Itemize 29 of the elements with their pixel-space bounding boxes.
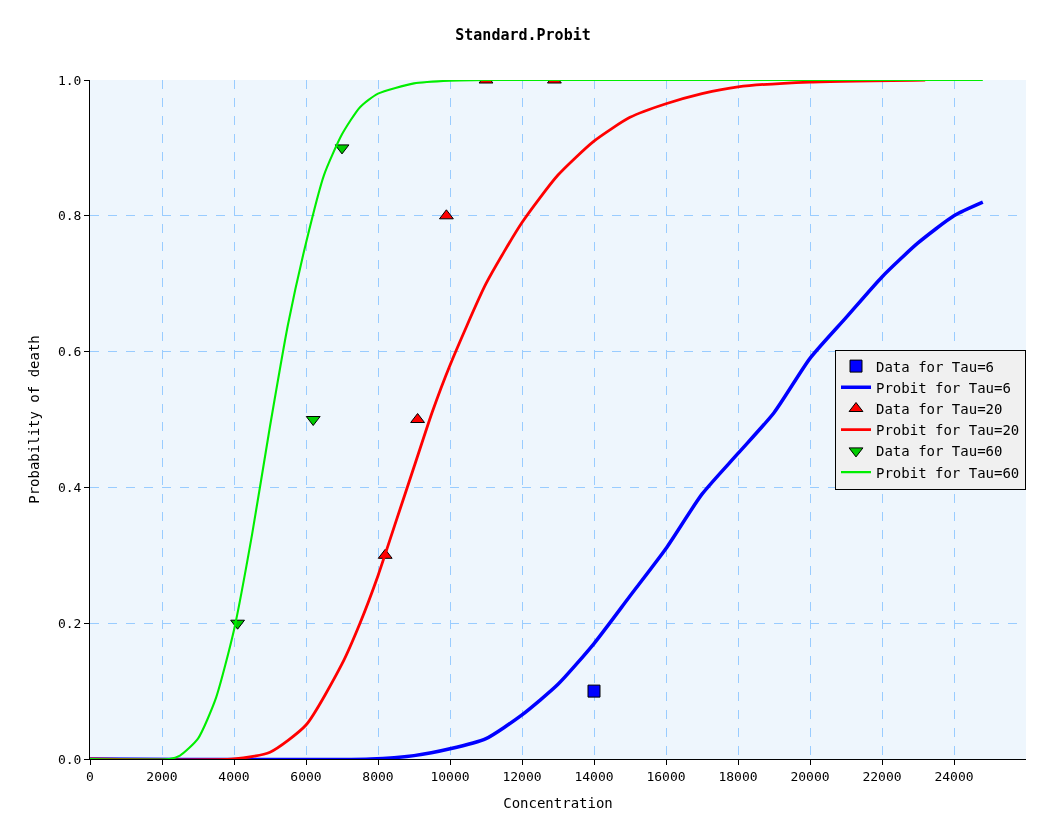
y-axis-title: Probability of death [25,335,42,504]
y-tick-label: 1.0 [57,72,82,88]
x-tick-label: 4000 [218,768,250,784]
x-tick-label: 16000 [646,768,686,784]
x-tick-label: 12000 [502,768,542,784]
y-tick-label: 0.6 [57,344,82,360]
legend-label: Probit for Tau=6 [876,379,1011,396]
legend-label: Data for Tau=6 [876,358,995,375]
point [587,684,601,698]
x-tick-label: 20000 [790,768,830,784]
x-tick-label: 18000 [718,768,758,784]
y-tick-label: 0.8 [57,208,82,224]
x-tick-label: 0 [86,768,94,784]
x-tick-label: 24000 [934,768,974,784]
x-tick-label: 22000 [862,768,902,784]
x-tick-label: 2000 [146,768,178,784]
y-tick-label: 0.0 [57,751,82,767]
x-tick-label: 10000 [430,768,470,784]
y-tick-label: 0.4 [57,479,82,495]
x-tick-label: 14000 [574,768,614,784]
legend-label: Probit for Tau=20 [876,422,1020,439]
x-axis-title: Concentration [503,794,613,811]
legend-label: Data for Tau=60 [876,443,1003,460]
x-tick-label: 6000 [290,768,322,784]
x-tick-label: 8000 [362,768,394,784]
y-tick-label: 0.2 [57,615,82,631]
legend-label: Probit for Tau=60 [876,464,1020,481]
legend-label: Data for Tau=20 [876,400,1003,417]
chart-title: Standard.Probit [455,25,591,44]
